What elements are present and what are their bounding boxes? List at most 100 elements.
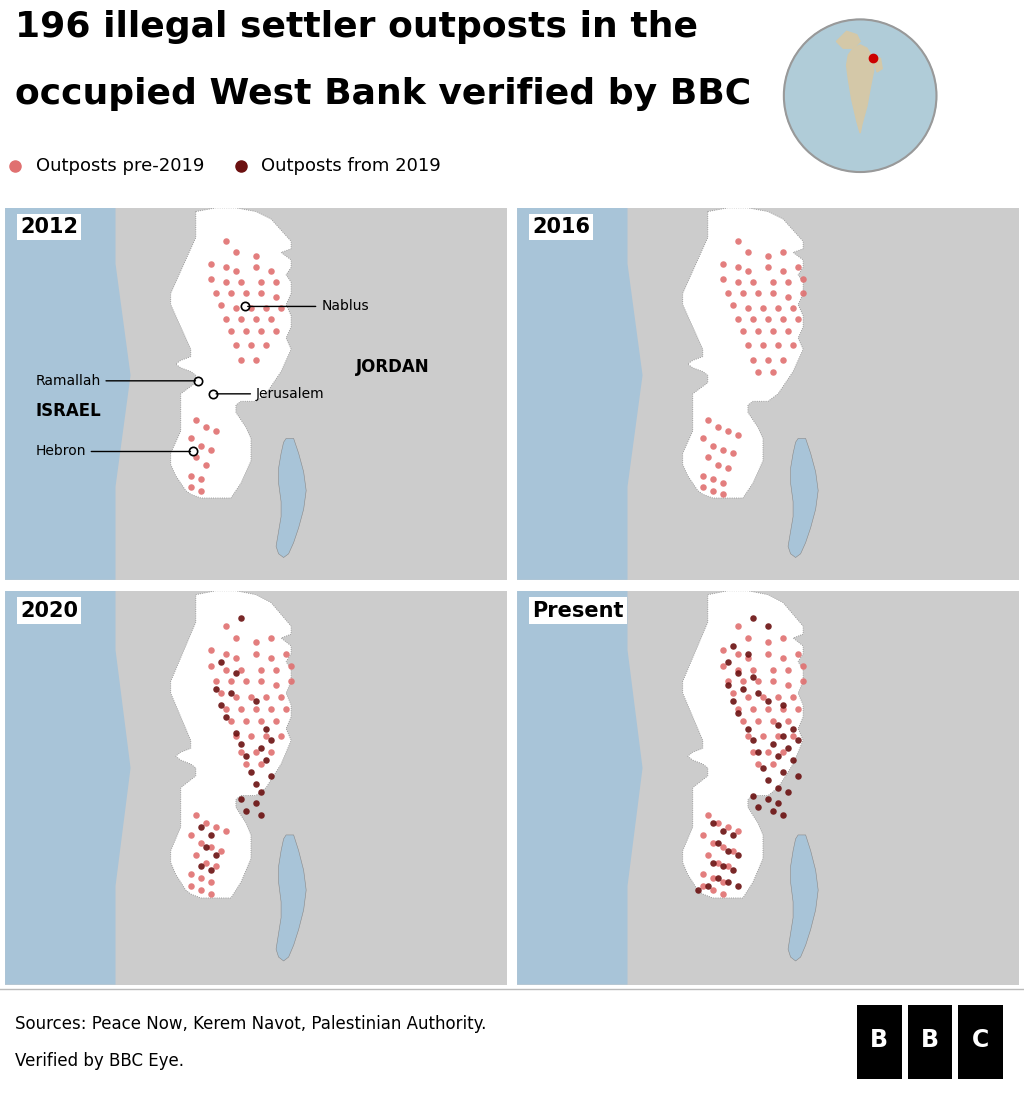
- Point: [705, 814, 721, 831]
- Point: [203, 270, 219, 288]
- Point: [253, 740, 269, 757]
- Point: [238, 284, 254, 302]
- Point: [775, 806, 792, 824]
- Point: [790, 700, 806, 718]
- Point: [699, 411, 716, 429]
- Point: [780, 274, 797, 291]
- Point: [705, 481, 721, 499]
- Point: [760, 771, 776, 789]
- Point: [218, 233, 234, 251]
- Point: [790, 311, 806, 328]
- Point: [730, 661, 746, 678]
- Point: [243, 728, 259, 745]
- Polygon shape: [5, 591, 131, 985]
- Point: [790, 645, 806, 663]
- Point: [193, 834, 209, 851]
- Point: [739, 300, 756, 317]
- Point: [730, 846, 746, 863]
- Point: [765, 284, 781, 302]
- Point: [744, 732, 761, 749]
- Point: [253, 284, 269, 302]
- Point: [253, 783, 269, 801]
- Point: [770, 688, 786, 706]
- Point: [780, 783, 797, 801]
- Point: [182, 478, 199, 496]
- Point: [193, 882, 209, 899]
- Point: [760, 311, 776, 328]
- Point: [283, 656, 299, 674]
- Point: [715, 475, 731, 492]
- Point: [705, 834, 721, 851]
- Point: [223, 685, 240, 702]
- Polygon shape: [837, 32, 860, 48]
- Point: [739, 728, 756, 745]
- Point: [218, 708, 234, 725]
- Point: [780, 740, 797, 757]
- Point: [710, 870, 726, 887]
- Point: [187, 449, 204, 466]
- Point: [248, 247, 264, 265]
- Point: [198, 456, 214, 474]
- Point: [248, 633, 264, 651]
- Point: [243, 300, 259, 317]
- Point: [739, 720, 756, 737]
- Point: [208, 680, 224, 698]
- Point: [227, 724, 244, 742]
- Point: [248, 258, 264, 276]
- Point: [238, 673, 254, 690]
- Point: [730, 665, 746, 683]
- Point: [253, 661, 269, 678]
- Point: [699, 449, 716, 466]
- Point: [203, 885, 219, 903]
- Point: [227, 665, 244, 683]
- Point: [699, 846, 716, 863]
- Point: [689, 882, 706, 899]
- Point: [780, 289, 797, 306]
- Point: [715, 641, 731, 659]
- Point: [765, 661, 781, 678]
- Point: [775, 629, 792, 647]
- Point: [182, 467, 199, 485]
- Point: [710, 814, 726, 831]
- Point: [238, 322, 254, 339]
- Point: [765, 755, 781, 772]
- Point: [187, 806, 204, 824]
- Point: [198, 814, 214, 831]
- Point: [735, 680, 752, 698]
- Point: [258, 688, 274, 706]
- Point: [203, 873, 219, 891]
- Point: [750, 363, 766, 381]
- Point: [248, 775, 264, 792]
- Point: [705, 470, 721, 488]
- Point: [272, 300, 290, 317]
- Point: [784, 728, 801, 745]
- Point: [268, 676, 285, 694]
- Point: [223, 284, 240, 302]
- Point: [784, 688, 801, 706]
- Point: [715, 858, 731, 875]
- Point: [263, 629, 280, 647]
- Point: [720, 818, 736, 836]
- Point: [730, 426, 746, 443]
- Point: [765, 673, 781, 690]
- Point: [730, 274, 746, 291]
- Point: [790, 732, 806, 749]
- Point: [218, 700, 234, 718]
- Point: [784, 337, 801, 354]
- Circle shape: [783, 20, 937, 172]
- Point: [248, 700, 264, 718]
- Point: [227, 337, 244, 354]
- Point: [750, 673, 766, 690]
- Point: [208, 422, 224, 440]
- Point: [268, 661, 285, 678]
- Point: [193, 818, 209, 836]
- Polygon shape: [276, 439, 306, 558]
- Point: [725, 295, 741, 313]
- Point: [755, 759, 771, 777]
- Point: [218, 823, 234, 840]
- Text: Outposts pre-2019: Outposts pre-2019: [36, 156, 204, 175]
- Point: [739, 649, 756, 666]
- Point: [232, 274, 249, 291]
- Point: [710, 834, 726, 851]
- Point: [739, 337, 756, 354]
